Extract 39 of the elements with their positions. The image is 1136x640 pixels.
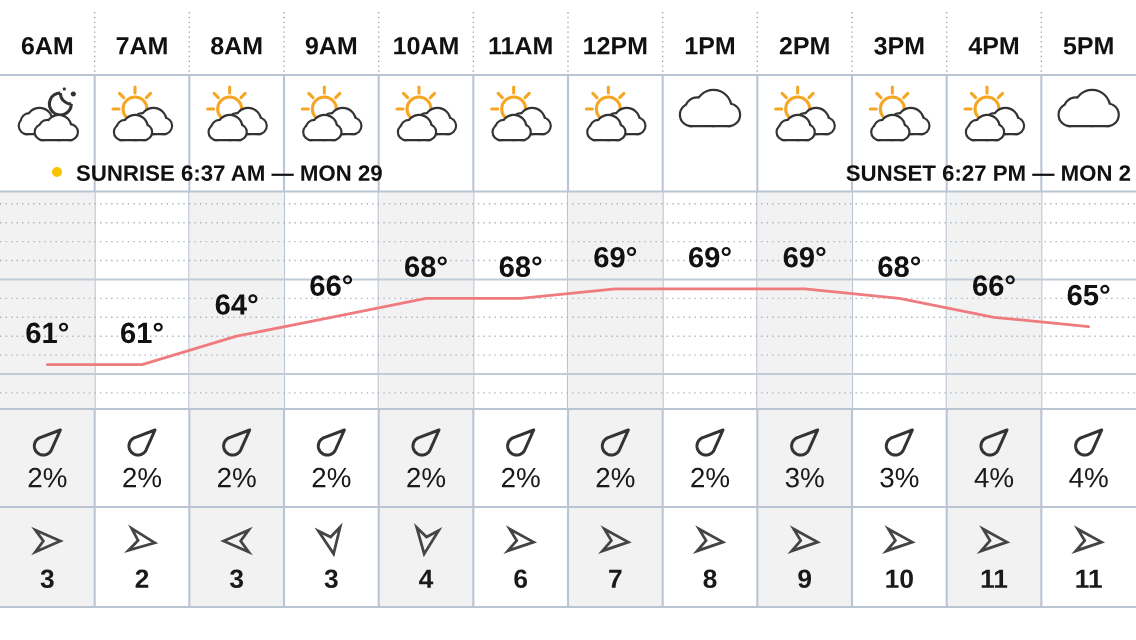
data-label: 68° <box>499 256 542 278</box>
x-tick-label: 6AM <box>21 36 73 55</box>
x-tick-label: 3PM <box>874 36 924 55</box>
x-tick-label: 11AM <box>489 37 552 55</box>
data-label: 66° <box>310 275 353 296</box>
data-label: 11 <box>1076 569 1102 588</box>
data-label: 8 <box>703 569 717 589</box>
data-label: 69° <box>594 246 637 268</box>
x-tick-label: 10AM <box>394 36 458 55</box>
data-label: 66° <box>973 275 1015 296</box>
data-label: 9 <box>798 569 812 589</box>
data-label: 3 <box>324 569 338 589</box>
x-tick-label: 9AM <box>305 36 357 55</box>
x-tick-label: 1PM <box>685 37 735 55</box>
data-label: 3 <box>229 569 244 589</box>
data-label: 10 <box>886 569 913 589</box>
data-label: 4 <box>419 569 434 588</box>
data-label: 7 <box>609 569 622 588</box>
text: SUNSET 6:27 PM — MON 2 <box>846 165 1131 181</box>
x-tick-label: 12PM <box>584 36 647 55</box>
data-label: 3 <box>40 569 54 589</box>
data-label: 2 <box>135 569 149 588</box>
data-label: 69° <box>689 246 731 268</box>
x-tick-label: 4PM <box>968 37 1019 55</box>
data-label: 68° <box>878 256 921 278</box>
text: SUNRISE 6:37 AM — MON 29 <box>76 165 382 181</box>
data-label: 61° <box>121 322 163 344</box>
x-tick-label: 2PM <box>779 36 829 55</box>
data-label: 65° <box>1067 284 1110 306</box>
data-label: 64° <box>215 294 258 315</box>
data-label: 4% <box>1069 467 1108 488</box>
data-label: 6 <box>514 569 528 589</box>
x-tick-label: 8AM <box>211 36 262 55</box>
data-label: 11 <box>981 569 1008 588</box>
data-label: 61° <box>26 322 69 344</box>
x-tick-label: 5PM <box>1063 37 1113 55</box>
x-tick-label: 7AM <box>116 37 167 55</box>
data-label: 68° <box>405 256 447 278</box>
data-label: 69° <box>783 246 826 268</box>
